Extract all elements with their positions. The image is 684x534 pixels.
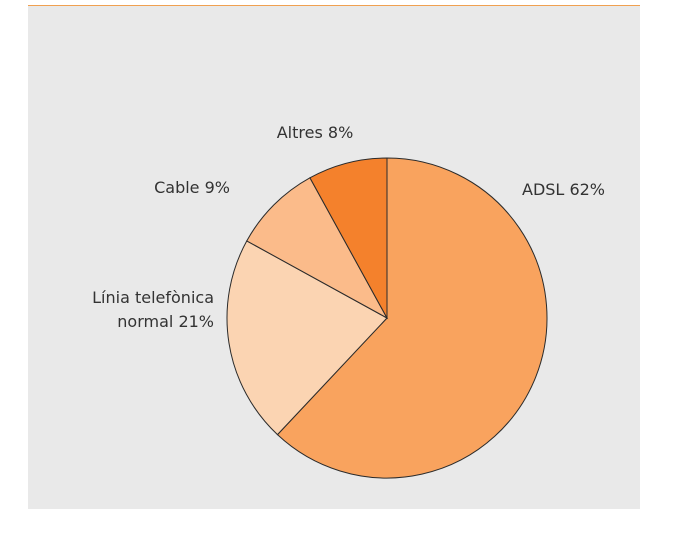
category-label: ADSL: [522, 180, 565, 199]
value-label: 8%: [327, 123, 354, 142]
slice-label: Cable 9%: [110, 176, 230, 200]
slice-label: Línia telefònica normal 21%: [62, 286, 214, 334]
value-label: 9%: [204, 178, 230, 197]
pie-slice: [276, 157, 548, 479]
value-label: 21%: [178, 312, 214, 331]
category-label: Línia telefònica normal: [92, 288, 214, 331]
value-label: 62%: [569, 180, 605, 199]
pie-slice: [309, 157, 388, 319]
pie-slice: [226, 240, 388, 436]
slice-label: Altres 8%: [240, 121, 390, 145]
category-label: Altres: [276, 123, 323, 142]
category-label: Cable: [154, 178, 200, 197]
pie-slice: [246, 177, 389, 320]
slice-label: ADSL 62%: [522, 178, 662, 202]
